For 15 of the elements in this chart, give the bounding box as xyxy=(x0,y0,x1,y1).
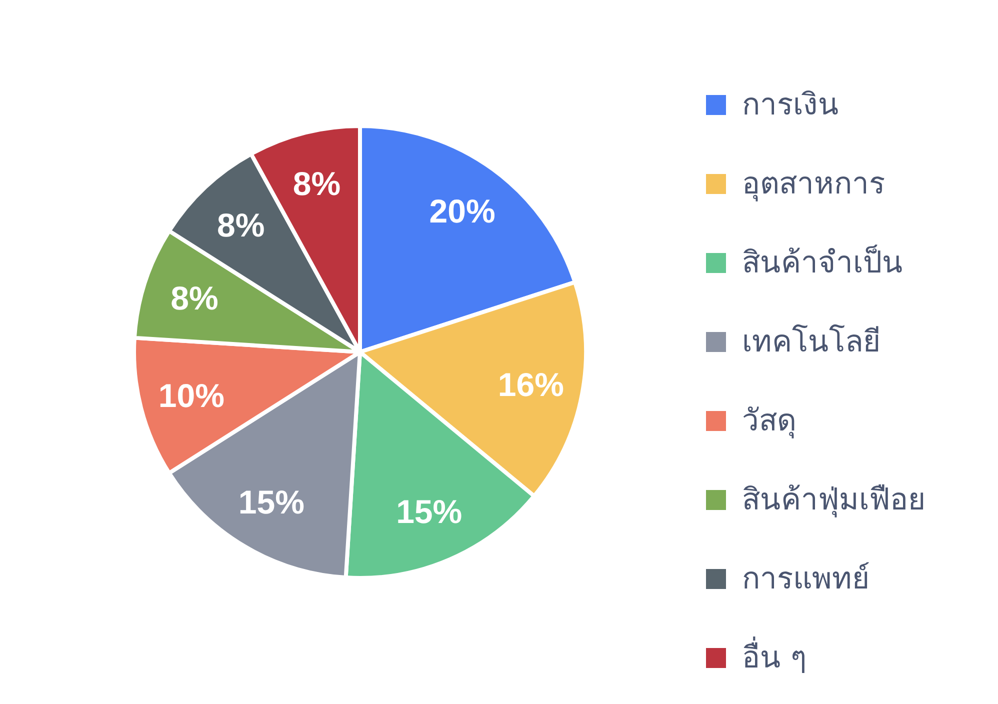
legend-label: สินค้าจำเป็น xyxy=(742,246,903,280)
data-label: 16% xyxy=(498,366,564,404)
data-label: 20% xyxy=(429,192,496,230)
legend-label: อุตสาหการ xyxy=(742,166,885,202)
data-label: 15% xyxy=(396,493,462,530)
legend-label: เทคโนโลยี xyxy=(742,324,881,360)
data-label: 8% xyxy=(217,206,265,244)
data-label: 15% xyxy=(238,483,304,520)
legend-label: การเงิน xyxy=(742,88,839,122)
data-label: 8% xyxy=(170,280,218,317)
legend-label: การแพทย์ xyxy=(742,562,870,596)
legend-label: สินค้าฟุ่มเฟือย xyxy=(742,482,926,518)
data-label: 10% xyxy=(158,376,224,414)
data-label: 8% xyxy=(292,164,341,202)
legend-label: วัสดุ xyxy=(742,404,796,438)
